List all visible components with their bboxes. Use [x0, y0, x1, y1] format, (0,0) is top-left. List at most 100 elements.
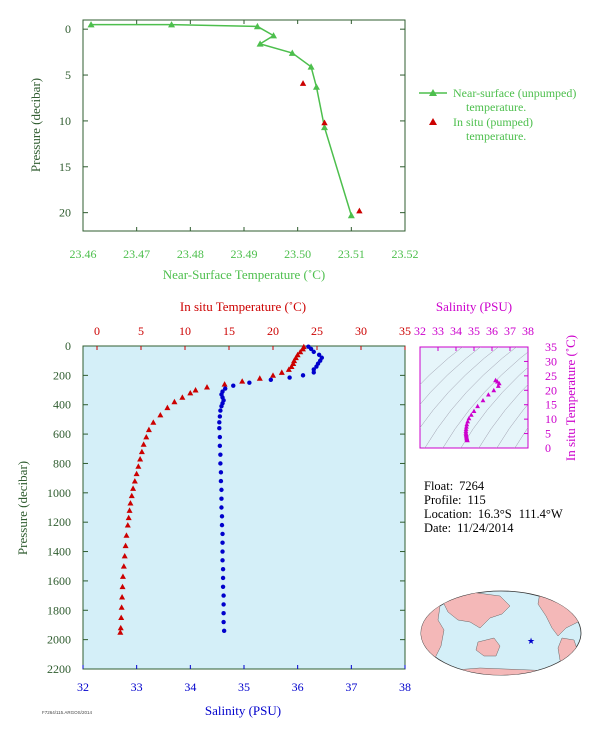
near-surface-series — [87, 21, 363, 219]
profile-label: Profile: — [424, 493, 462, 507]
salinity-profile-point — [218, 408, 223, 413]
main-salinity-tick-label: 36 — [292, 680, 304, 694]
ts-salinity-tick-label: 38 — [522, 324, 534, 338]
salinity-profile-point — [247, 380, 252, 385]
main-pressure-tick-label: 0 — [65, 339, 71, 353]
ts-points-series — [463, 377, 502, 443]
salinity-profile-point — [221, 628, 227, 634]
world-map: ★ — [420, 590, 582, 676]
temperature-profile-point — [171, 398, 178, 405]
ts-salinity-axis-title: Salinity (PSU) — [436, 299, 512, 314]
temperature-profile-point — [130, 485, 137, 491]
temperature-profile-point — [117, 629, 124, 635]
salinity-profile-point — [218, 470, 224, 475]
salinity-profile-point — [287, 375, 292, 380]
main-salinity-tick-label: 35 — [238, 680, 250, 694]
legend-label-unpumped-line1: Near-surface (unpumped) — [453, 86, 576, 100]
salinity-profile-point — [316, 352, 322, 358]
main-salinity-tick-label: 38 — [399, 680, 411, 694]
temperature-profile-point — [204, 384, 210, 390]
near-surface-legend: Near-surface (unpumped) temperature. In … — [419, 86, 576, 143]
salinity-profile-point — [220, 584, 226, 589]
main-temperature-tick-label: 25 — [311, 324, 323, 338]
main-temperature-tick-label: 20 — [267, 324, 279, 338]
salinity-profile-point — [268, 377, 274, 382]
near-surface-y-tick-label: 20 — [59, 206, 71, 220]
temperature-profile-point — [297, 348, 304, 355]
temperature-profile-point — [192, 387, 199, 393]
unpumped-temperature-line — [91, 23, 353, 216]
float-info-block: Float: 7264 Profile: 115 Location: 16.3°S 11… — [424, 479, 563, 535]
ts-point — [464, 424, 469, 429]
main-pressure-tick-label: 1400 — [47, 545, 71, 559]
map-land-asia — [439, 591, 511, 629]
near-surface-x-tick-label: 23.51 — [338, 247, 365, 261]
salinity-profile-point — [219, 505, 224, 510]
ts-point — [491, 387, 497, 393]
near-surface-x-ticks: 23.46 23.47 23.48 23.49 23.50 23.51 23.52 — [70, 20, 419, 261]
ts-temperature-tick-label: 20 — [545, 383, 557, 397]
temperature-profile-point — [126, 507, 133, 513]
temperature-profile-point — [128, 492, 135, 499]
near-surface-y-tick-label: 15 — [59, 160, 71, 174]
date-label: Date: — [424, 521, 451, 535]
salinity-profile-point — [308, 346, 314, 352]
footer-code: F7264/115.ARGOS/2014 — [42, 710, 92, 715]
main-pressure-tick-label: 2200 — [47, 662, 71, 676]
main-temperature-ticks: 0 5 10 15 20 25 30 35 — [94, 324, 411, 350]
salinity-profile-point — [218, 452, 223, 457]
ts-point — [465, 419, 471, 424]
salinity-profile-point — [223, 386, 228, 391]
temperature-profile-point — [125, 514, 132, 521]
main-salinity-tick-label: 32 — [77, 680, 89, 694]
temperature-profile-point — [270, 372, 276, 378]
salinity-profile-point — [300, 373, 306, 378]
ts-density-contour — [420, 347, 499, 429]
map-land-antarctica — [429, 667, 576, 675]
salinity-profile-point — [219, 514, 225, 519]
main-profile-chart: In situ Temperature (˚C) 0 5 10 15 20 25 30 35 … — [15, 299, 411, 718]
temperature-profile-point — [179, 394, 186, 400]
ts-temperature-tick-label: 30 — [545, 354, 557, 368]
main-pressure-tick-label: 1200 — [47, 515, 71, 529]
ts-temperature-axis-label: In situ Temperature (˚C) — [563, 335, 578, 461]
float-location-star-icon: ★ — [527, 637, 535, 647]
legend-triangle-unpumped — [429, 89, 437, 96]
unpumped-temperature-point — [256, 40, 264, 47]
main-pressure-tick-label: 200 — [53, 368, 71, 382]
salinity-profile-point — [217, 414, 223, 419]
ts-salinity-tick-label: 32 — [414, 324, 426, 338]
float-value: 7264 — [459, 479, 485, 493]
temperature-profile-point — [140, 441, 147, 447]
ts-point — [464, 437, 470, 443]
location-info-line: Location: 16.3°S 111.4°W — [424, 507, 563, 521]
salinity-profile-point — [220, 531, 225, 537]
ts-point — [466, 415, 472, 421]
ts-point — [464, 421, 470, 427]
salinity-profile-point — [221, 593, 226, 598]
ts-diagram-chart: Salinity (PSU) 32 33 34 35 36 37 38 0510152025… — [414, 299, 578, 461]
salinity-profile-point — [217, 420, 222, 425]
profile-value: 115 — [468, 493, 486, 507]
ts-density-contour — [442, 351, 528, 448]
unpumped-temperature-point — [321, 123, 328, 131]
main-temperature-tick-label: 15 — [223, 324, 235, 338]
temperature-profile-point — [124, 522, 131, 528]
salinity-profile-point — [221, 619, 226, 625]
location-lat: 16.3°S — [478, 507, 512, 521]
temperature-profile-point — [285, 366, 292, 372]
temperature-profile-point — [119, 573, 126, 579]
salinity-profile-point — [221, 602, 226, 607]
near-surface-y-axis-label: Pressure (decibar) — [28, 78, 43, 172]
unpumped-temperature-point — [312, 83, 320, 90]
salinity-profile-point — [218, 478, 224, 484]
main-salinity-tick-label: 33 — [131, 680, 143, 694]
main-temperature-tick-label: 35 — [399, 324, 411, 338]
ts-point — [495, 383, 501, 388]
map-land-south-america — [557, 637, 579, 673]
temperature-profile-point — [118, 614, 125, 621]
main-salinity-tick-label: 34 — [184, 680, 196, 694]
unpumped-temperature-point — [347, 211, 355, 219]
